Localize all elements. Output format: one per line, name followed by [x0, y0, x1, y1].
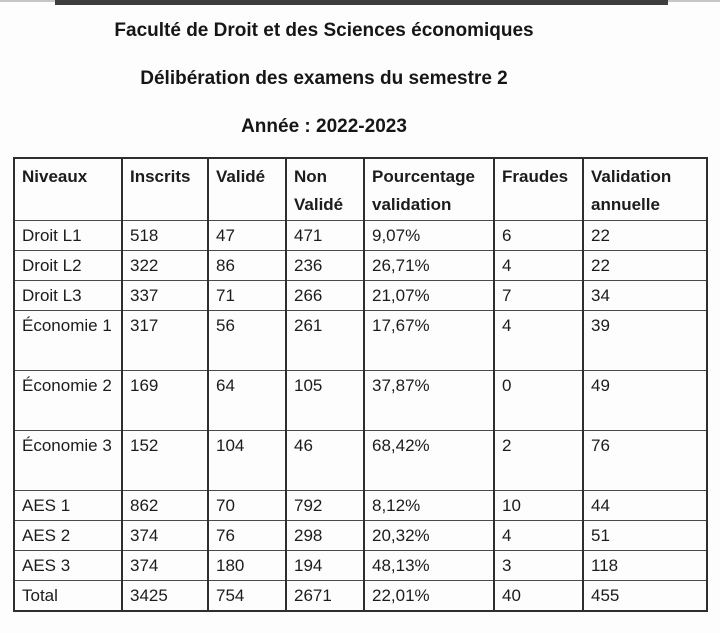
- table-row-droit-l2: Droit L2 322 86 236 26,71% 4 22: [13, 249, 708, 281]
- pourcentage-cell: 20,32%: [363, 519, 495, 551]
- validation-annuelle-cell: 76: [582, 429, 708, 491]
- fraudes-cell: 40: [493, 579, 584, 611]
- table-row-economie-2: Économie 2 169 64 105 37,87% 0 49: [13, 369, 708, 431]
- table-row-aes-2: AES 2 374 76 298 20,32% 4 51: [13, 519, 708, 551]
- table-row-economie-3: Économie 3 152 104 46 68,42% 2 76: [13, 429, 708, 491]
- non-valide-cell: 266: [285, 279, 365, 311]
- fraudes-cell: 0: [493, 369, 584, 431]
- pourcentage-cell: 37,87%: [363, 369, 495, 431]
- inscrits-cell: 3425: [121, 579, 209, 611]
- top-edge-bar: [55, 0, 668, 5]
- inscrits-cell: 169: [121, 369, 209, 431]
- non-valide-cell: 261: [285, 309, 365, 371]
- inscrits-cell: 374: [121, 519, 209, 551]
- pourcentage-cell: 21,07%: [363, 279, 495, 311]
- fraudes-cell: 4: [493, 519, 584, 551]
- inscrits-cell: 322: [121, 249, 209, 281]
- non-valide-cell: 46: [285, 429, 365, 491]
- non-valide-cell: 105: [285, 369, 365, 431]
- inscrits-cell: 317: [121, 309, 209, 371]
- level-cell: AES 3: [13, 549, 123, 581]
- fraudes-cell: 7: [493, 279, 584, 311]
- non-valide-cell: 298: [285, 519, 365, 551]
- table-row-total: Total 3425 754 2671 22,01% 40 455: [13, 579, 708, 611]
- column-header-validation-annuelle: Validation annuelle: [582, 157, 708, 221]
- validation-annuelle-cell: 44: [582, 489, 708, 521]
- table-row-economie-1: Économie 1 317 56 261 17,67% 4 39: [13, 309, 708, 371]
- column-header-valide: Validé: [207, 157, 287, 221]
- pourcentage-cell: 26,71%: [363, 249, 495, 281]
- valide-cell: 47: [207, 219, 287, 251]
- inscrits-cell: 337: [121, 279, 209, 311]
- validation-annuelle-cell: 39: [582, 309, 708, 371]
- non-valide-cell: 236: [285, 249, 365, 281]
- fraudes-cell: 10: [493, 489, 584, 521]
- column-header-inscrits: Inscrits: [121, 157, 209, 221]
- column-header-non-valide: Non Validé: [285, 157, 365, 221]
- non-valide-cell: 2671: [285, 579, 365, 611]
- validation-annuelle-cell: 34: [582, 279, 708, 311]
- table-row-aes-3: AES 3 374 180 194 48,13% 3 118: [13, 549, 708, 581]
- fraudes-cell: 2: [493, 429, 584, 491]
- level-cell: AES 1: [13, 489, 123, 521]
- level-cell: Droit L2: [13, 249, 123, 281]
- pourcentage-cell: 9,07%: [363, 219, 495, 251]
- level-cell: Droit L1: [13, 219, 123, 251]
- valide-cell: 180: [207, 549, 287, 581]
- fraudes-cell: 4: [493, 249, 584, 281]
- pourcentage-cell: 22,01%: [363, 579, 495, 611]
- inscrits-cell: 862: [121, 489, 209, 521]
- valide-cell: 70: [207, 489, 287, 521]
- inscrits-cell: 374: [121, 549, 209, 581]
- inscrits-cell: 152: [121, 429, 209, 491]
- pourcentage-cell: 17,67%: [363, 309, 495, 371]
- valide-cell: 71: [207, 279, 287, 311]
- valide-cell: 64: [207, 369, 287, 431]
- validation-annuelle-cell: 49: [582, 369, 708, 431]
- table-row-aes-1: AES 1 862 70 792 8,12% 10 44: [13, 489, 708, 521]
- level-cell: Total: [13, 579, 123, 611]
- validation-annuelle-cell: 455: [582, 579, 708, 611]
- level-cell: Droit L3: [13, 279, 123, 311]
- non-valide-cell: 792: [285, 489, 365, 521]
- pourcentage-cell: 68,42%: [363, 429, 495, 491]
- column-header-pourcentage-validation: Pourcentage validation: [363, 157, 495, 221]
- year-title: Année : 2022-2023: [241, 116, 407, 137]
- valide-cell: 754: [207, 579, 287, 611]
- fraudes-cell: 6: [493, 219, 584, 251]
- validation-annuelle-cell: 22: [582, 219, 708, 251]
- fraudes-cell: 3: [493, 549, 584, 581]
- validation-annuelle-cell: 51: [582, 519, 708, 551]
- non-valide-cell: 471: [285, 219, 365, 251]
- validation-annuelle-cell: 118: [582, 549, 708, 581]
- level-cell: AES 2: [13, 519, 123, 551]
- valide-cell: 104: [207, 429, 287, 491]
- non-valide-cell: 194: [285, 549, 365, 581]
- table-row-droit-l1: Droit L1 518 47 471 9,07% 6 22: [13, 219, 708, 251]
- results-table: Niveaux Inscrits Validé Non Validé Pourc…: [13, 157, 708, 612]
- column-header-niveaux: Niveaux: [13, 157, 123, 221]
- subject-title: Délibération des examens du semestre 2: [140, 68, 508, 89]
- inscrits-cell: 518: [121, 219, 209, 251]
- level-cell: Économie 1: [13, 309, 123, 371]
- header-row: Niveaux Inscrits Validé Non Validé Pourc…: [13, 157, 708, 221]
- table-row-droit-l3: Droit L3 337 71 266 21,07% 7 34: [13, 279, 708, 311]
- level-cell: Économie 2: [13, 369, 123, 431]
- fraudes-cell: 4: [493, 309, 584, 371]
- pourcentage-cell: 48,13%: [363, 549, 495, 581]
- faculty-title: Faculté de Droit et des Sciences économi…: [114, 20, 534, 41]
- column-header-fraudes: Fraudes: [493, 157, 584, 221]
- validation-annuelle-cell: 22: [582, 249, 708, 281]
- valide-cell: 56: [207, 309, 287, 371]
- level-cell: Économie 3: [13, 429, 123, 491]
- valide-cell: 76: [207, 519, 287, 551]
- valide-cell: 86: [207, 249, 287, 281]
- pourcentage-cell: 8,12%: [363, 489, 495, 521]
